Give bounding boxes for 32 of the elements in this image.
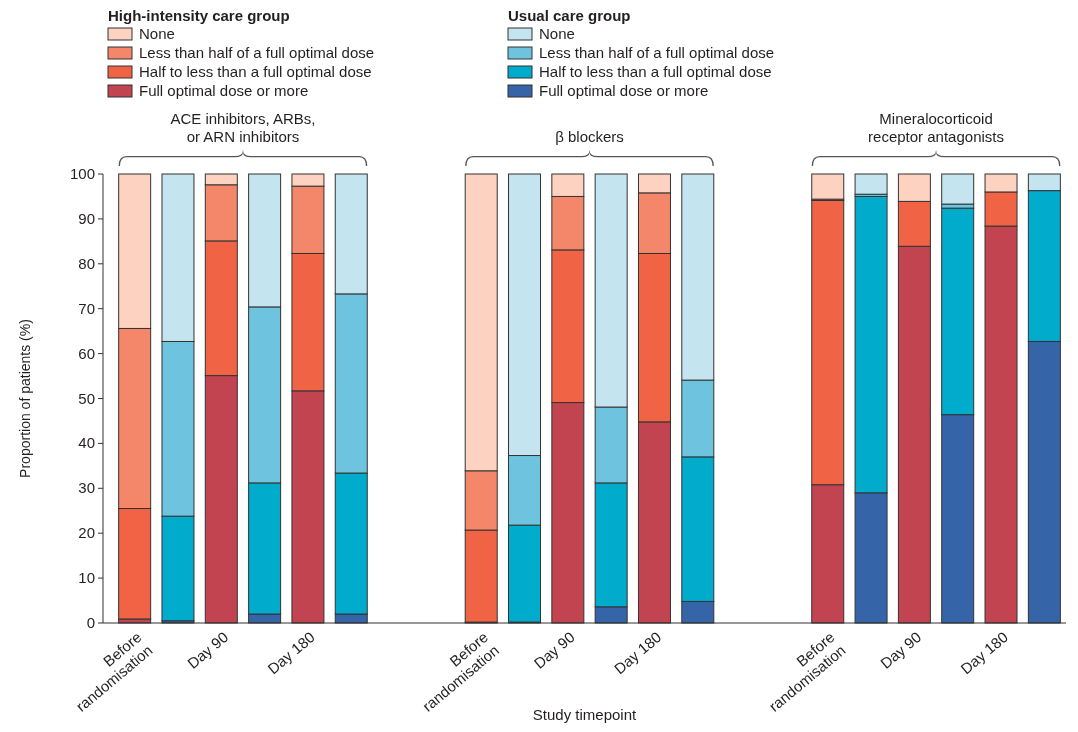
text: β blockers [555, 128, 624, 145]
legend-label: Full optimal dose or more [539, 82, 709, 99]
y-axis-title: Proportion of patients (%) [17, 319, 33, 478]
legend-label: None [139, 25, 175, 42]
y-tick-label: 70 [78, 299, 95, 317]
x-tick-label: Day 180 [264, 628, 318, 678]
x-tick-label: Day 90 [183, 628, 232, 672]
y-tick-label: 60 [78, 344, 95, 362]
legend-label: Half to less than a full optimal dose [139, 63, 372, 80]
text: ACE inhibitors, ARBs, or ARN inhibitors [170, 110, 316, 145]
legend-label: Less than half of a full optimal dose [139, 44, 375, 61]
legend-label: Half to less than a full optimal dose [539, 63, 772, 80]
legend-label: Less than half of a full optimal dose [539, 44, 775, 61]
y-tick-label: 0 [86, 614, 95, 631]
x-tick-label: Day 90 [876, 628, 925, 672]
x-tick-label: Day 90 [530, 628, 578, 672]
y-tick-label: 20 [78, 524, 95, 542]
legend-label: Full optimal dose or more [139, 82, 309, 99]
x-axis-title: Study timepoint [532, 706, 638, 723]
y-tick-label: 10 [78, 569, 95, 587]
x-tick-label: Day 180 [610, 628, 665, 678]
text: Usual care group [508, 7, 631, 24]
text: Mineralocorticoid receptor antagonists [868, 110, 1005, 145]
legend-label: None [539, 25, 575, 42]
y-tick-label: 90 [78, 209, 95, 227]
y-tick-label: 40 [78, 434, 95, 452]
x-tick-label: Day 180 [957, 628, 1011, 678]
text: High-intensity care group [108, 7, 290, 24]
y-tick-label: 50 [78, 389, 95, 407]
y-tick-label: 30 [78, 479, 95, 497]
y-tick-label: 80 [78, 254, 95, 272]
y-tick-label: 100 [69, 165, 95, 182]
